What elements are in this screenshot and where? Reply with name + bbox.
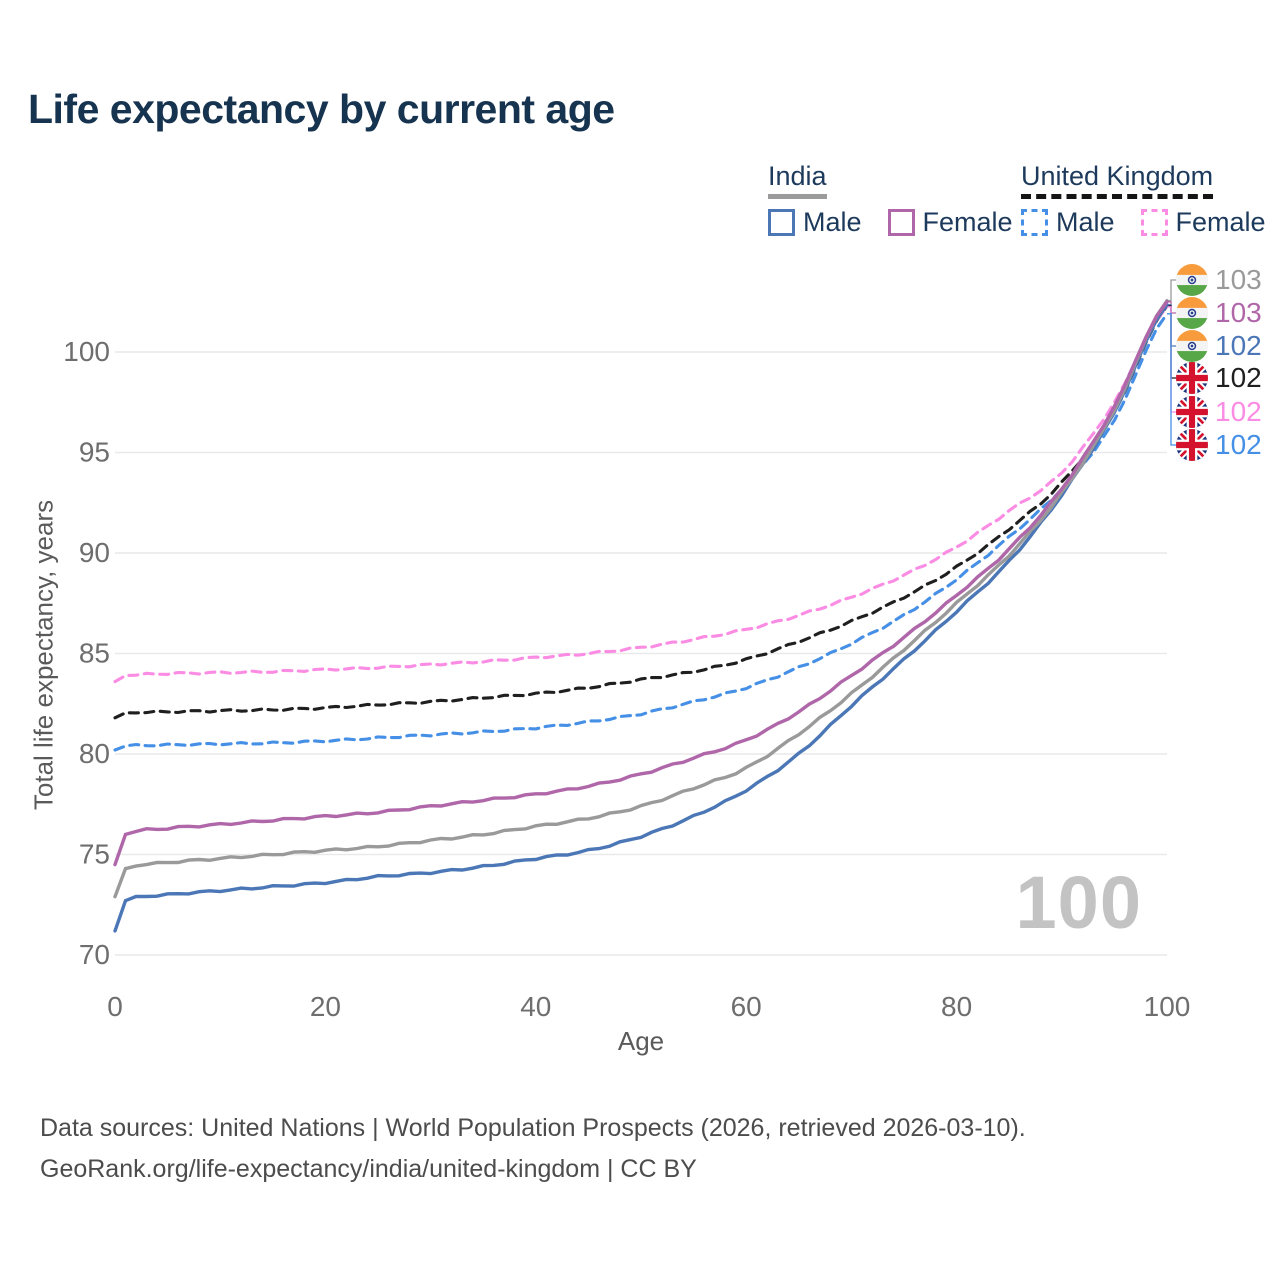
series-line-united-kingdom-female[interactable] [113, 305, 1169, 684]
legend-item-india-female[interactable]: Female [887, 207, 1013, 238]
legend-india-row: Male Female [768, 207, 1013, 238]
series-line-united-kingdom-total[interactable] [113, 304, 1169, 720]
footer-data-sources: Data sources: United Nations | World Pop… [40, 1114, 1026, 1142]
uk-female-swatch-icon [1140, 209, 1168, 236]
leader-line-united-kingdom-male [1167, 313, 1177, 446]
y-axis-title: Total life expectancy, years [28, 499, 59, 811]
x-tick-80: 80 [941, 991, 972, 1022]
legend-uk-row: Male Female [1021, 207, 1266, 238]
legend-india-female-label: Female [922, 207, 1013, 237]
end-label-india-female[interactable]: 103 [1176, 297, 1262, 329]
y-tick-85: 85 [79, 638, 110, 669]
leader-line-india-total [1167, 279, 1177, 302]
uk-flag-icon [1176, 396, 1208, 428]
legend-item-uk-male[interactable]: Male [1021, 207, 1115, 238]
end-label-india-total[interactable]: 103 [1176, 264, 1262, 296]
legend-group-india: India Male Female [768, 161, 1013, 238]
legend-uk-title[interactable]: United Kingdom [1021, 161, 1214, 199]
legend-item-uk-female[interactable]: Female [1140, 207, 1266, 238]
uk-male-swatch-icon [1021, 209, 1048, 236]
legend-group-uk: United Kingdom Male Female [1021, 161, 1266, 238]
series-line-india-total[interactable] [113, 299, 1169, 899]
legend-uk-female-label: Female [1175, 207, 1266, 237]
end-label-value: 103 [1215, 264, 1262, 295]
end-label-value: 103 [1215, 297, 1262, 328]
y-tick-70: 70 [79, 939, 110, 970]
legend-india-male-label: Male [803, 207, 862, 237]
legend-uk-male-label: Male [1056, 207, 1115, 237]
end-label-india-male[interactable]: 102 [1176, 330, 1262, 362]
uk-flag-icon [1176, 362, 1208, 394]
y-tick-80: 80 [79, 738, 110, 769]
end-label-united-kingdom-male[interactable]: 102 [1176, 429, 1262, 461]
x-tick-20: 20 [310, 991, 341, 1022]
end-label-united-kingdom-female[interactable]: 102 [1176, 396, 1262, 428]
end-label-value: 102 [1215, 330, 1262, 361]
series-line-india-male[interactable] [113, 303, 1169, 933]
series-line-united-kingdom-male[interactable] [113, 312, 1169, 752]
india-flag-icon [1176, 297, 1208, 329]
x-tick-60: 60 [731, 991, 762, 1022]
uk-flag-icon [1176, 429, 1208, 461]
page-title: Life expectancy by current age [28, 86, 615, 132]
y-tick-95: 95 [79, 437, 110, 468]
india-flag-icon [1176, 264, 1208, 296]
x-tick-100: 100 [1144, 991, 1191, 1022]
legend-item-india-male[interactable]: Male [768, 207, 862, 238]
india-male-swatch-icon [768, 209, 795, 236]
india-flag-icon [1176, 330, 1208, 362]
x-axis-title: Age [617, 1026, 665, 1056]
x-tick-40: 40 [520, 991, 551, 1022]
age-ticker: 100 [1015, 861, 1142, 944]
footer-attribution-url: GeoRank.org/life-expectancy/india/united… [40, 1155, 697, 1183]
end-label-value: 102 [1215, 362, 1262, 393]
y-tick-90: 90 [79, 537, 110, 568]
india-female-swatch-icon [887, 209, 915, 236]
series-line-india-female[interactable] [113, 300, 1169, 867]
y-tick-100: 100 [63, 336, 110, 367]
x-tick-0: 0 [107, 991, 123, 1022]
y-tick-75: 75 [79, 839, 110, 870]
end-label-value: 102 [1215, 396, 1262, 427]
footer: Data sources: United Nations | World Pop… [40, 1108, 1026, 1190]
end-label-value: 102 [1215, 429, 1262, 460]
legend-india-title[interactable]: India [768, 161, 827, 199]
end-label-united-kingdom-total[interactable]: 102 [1176, 362, 1262, 394]
